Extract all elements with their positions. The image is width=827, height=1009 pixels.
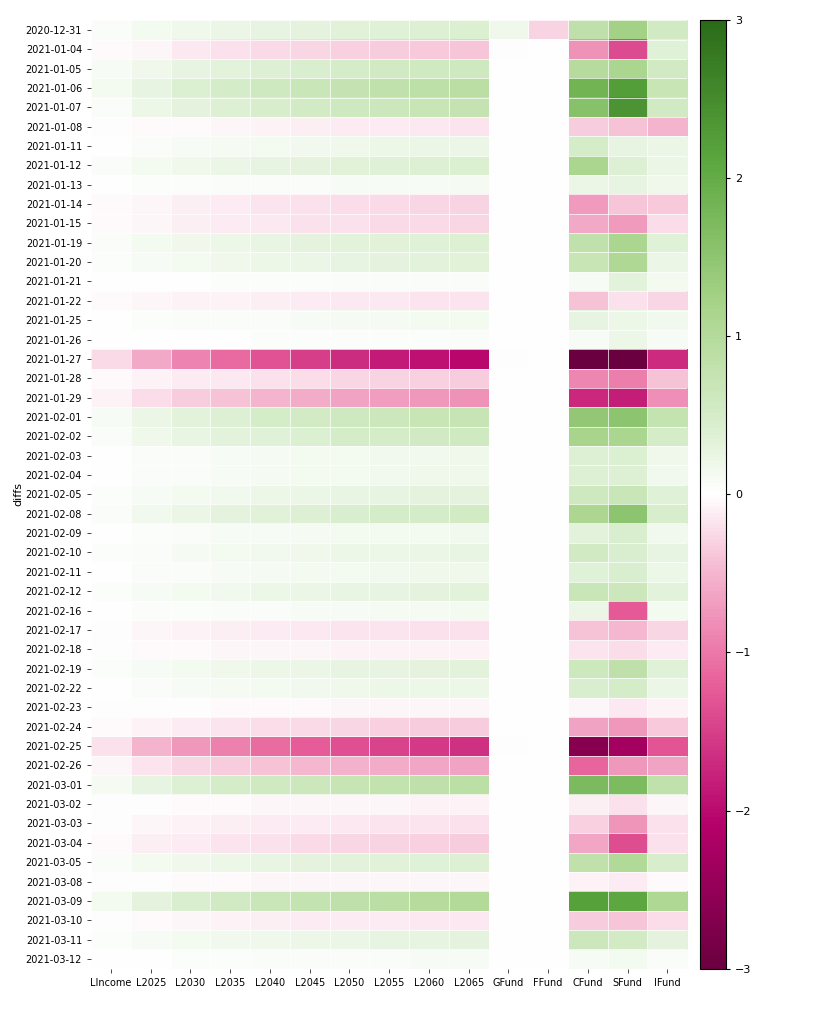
Y-axis label: diffs: diffs: [13, 482, 23, 507]
